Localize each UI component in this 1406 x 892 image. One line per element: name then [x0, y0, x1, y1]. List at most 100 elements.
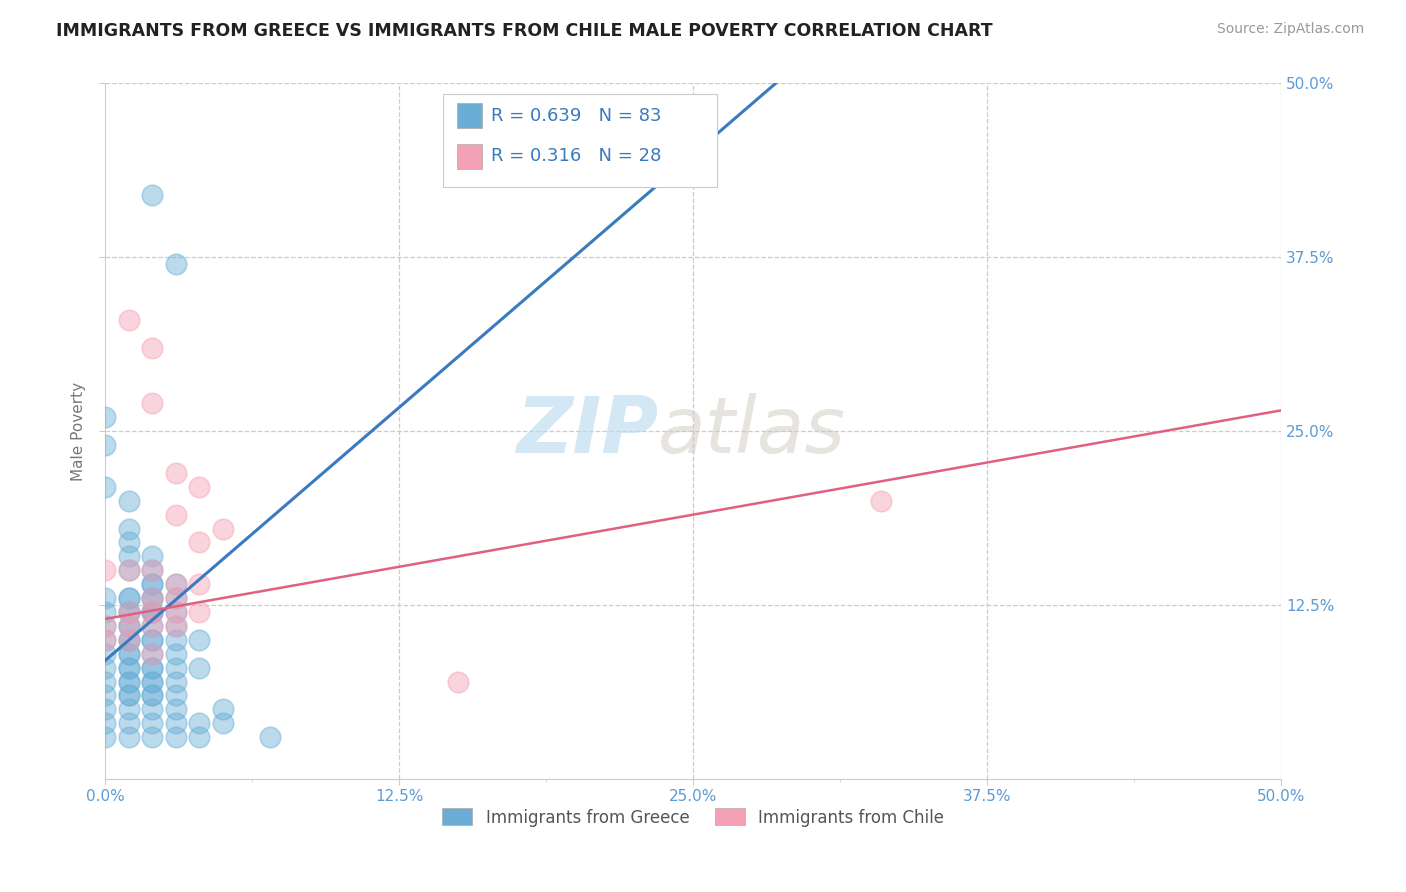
Point — [117, 605, 139, 619]
Point — [117, 674, 139, 689]
Point — [117, 632, 139, 647]
Point — [165, 577, 187, 591]
Point — [165, 591, 187, 606]
Point — [188, 716, 211, 731]
Point — [165, 591, 187, 606]
Point — [141, 660, 163, 674]
Point — [165, 466, 187, 480]
Point — [141, 619, 163, 633]
Point — [188, 577, 211, 591]
Point — [94, 660, 117, 674]
Point — [117, 689, 139, 703]
Point — [165, 689, 187, 703]
Point — [141, 632, 163, 647]
Point — [94, 619, 117, 633]
Point — [94, 632, 117, 647]
Point — [117, 591, 139, 606]
Point — [94, 605, 117, 619]
Point — [141, 632, 163, 647]
Point — [94, 619, 117, 633]
Point — [94, 716, 117, 731]
Point — [117, 716, 139, 731]
Point — [117, 702, 139, 716]
Point — [188, 632, 211, 647]
Point — [141, 605, 163, 619]
Point — [141, 549, 163, 564]
Point — [117, 730, 139, 744]
Point — [141, 577, 163, 591]
Point — [141, 619, 163, 633]
Text: Source: ZipAtlas.com: Source: ZipAtlas.com — [1216, 22, 1364, 37]
Point — [94, 632, 117, 647]
Point — [682, 132, 704, 146]
Point — [117, 619, 139, 633]
Point — [188, 660, 211, 674]
Point — [141, 591, 163, 606]
Point — [117, 563, 139, 577]
Point — [141, 396, 163, 410]
Point — [141, 605, 163, 619]
Point — [94, 410, 117, 425]
Point — [117, 522, 139, 536]
Point — [117, 619, 139, 633]
Point — [117, 563, 139, 577]
Point — [141, 605, 163, 619]
Point — [165, 577, 187, 591]
Point — [94, 689, 117, 703]
Point — [211, 702, 233, 716]
Point — [117, 689, 139, 703]
Point — [117, 674, 139, 689]
Text: R = 0.639   N = 83: R = 0.639 N = 83 — [491, 107, 661, 125]
Point — [94, 674, 117, 689]
Legend: Immigrants from Greece, Immigrants from Chile: Immigrants from Greece, Immigrants from … — [436, 802, 950, 833]
Point — [165, 730, 187, 744]
Point — [165, 702, 187, 716]
Point — [117, 493, 139, 508]
Point — [165, 660, 187, 674]
Point — [165, 605, 187, 619]
Text: atlas: atlas — [658, 393, 846, 469]
Point — [141, 647, 163, 661]
Point — [117, 660, 139, 674]
Point — [117, 535, 139, 549]
Point — [165, 647, 187, 661]
Text: IMMIGRANTS FROM GREECE VS IMMIGRANTS FROM CHILE MALE POVERTY CORRELATION CHART: IMMIGRANTS FROM GREECE VS IMMIGRANTS FRO… — [56, 22, 993, 40]
Point — [165, 716, 187, 731]
Point — [188, 480, 211, 494]
Point — [165, 674, 187, 689]
Point — [188, 605, 211, 619]
Point — [141, 702, 163, 716]
Point — [211, 716, 233, 731]
Point — [141, 605, 163, 619]
Point — [94, 438, 117, 452]
Point — [141, 689, 163, 703]
Point — [165, 508, 187, 522]
Point — [117, 619, 139, 633]
Point — [117, 313, 139, 327]
Point — [117, 549, 139, 564]
Point — [165, 632, 187, 647]
Point — [141, 716, 163, 731]
Text: R = 0.316   N = 28: R = 0.316 N = 28 — [491, 147, 661, 165]
Point — [141, 674, 163, 689]
Point — [141, 187, 163, 202]
Point — [94, 591, 117, 606]
Point — [141, 591, 163, 606]
Point — [141, 647, 163, 661]
Y-axis label: Male Poverty: Male Poverty — [72, 382, 86, 481]
Point — [141, 689, 163, 703]
Point — [94, 647, 117, 661]
Point — [259, 730, 281, 744]
Text: ZIP: ZIP — [516, 393, 658, 469]
Point — [447, 674, 470, 689]
Point — [117, 591, 139, 606]
Point — [165, 619, 187, 633]
Point — [211, 522, 233, 536]
Point — [141, 577, 163, 591]
Point — [188, 535, 211, 549]
Point — [165, 619, 187, 633]
Point — [94, 480, 117, 494]
Point — [94, 702, 117, 716]
Point — [870, 493, 893, 508]
Point — [141, 341, 163, 355]
